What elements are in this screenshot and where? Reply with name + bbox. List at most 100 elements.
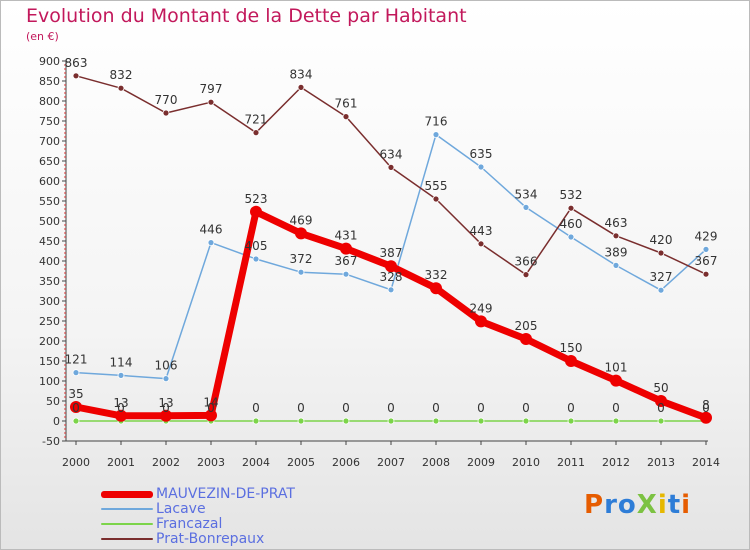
y-tick-label: 700 bbox=[39, 135, 60, 148]
data-label: 0 bbox=[702, 401, 710, 415]
data-label: 0 bbox=[252, 401, 260, 415]
data-label: 8 bbox=[702, 398, 710, 412]
y-tick-label: 200 bbox=[39, 335, 60, 348]
data-point bbox=[160, 409, 172, 422]
y-tick-label: 900 bbox=[39, 55, 60, 68]
legend-label: Lacave bbox=[156, 501, 206, 517]
y-tick-label: 500 bbox=[39, 215, 60, 228]
x-tick-label: 2003 bbox=[197, 456, 225, 469]
data-label: 249 bbox=[470, 301, 493, 315]
data-point bbox=[207, 98, 215, 106]
data-point bbox=[432, 417, 440, 425]
x-tick-label: 2000 bbox=[62, 456, 90, 469]
y-tick-label: 350 bbox=[39, 275, 60, 288]
y-tick-label: 600 bbox=[39, 175, 60, 188]
chart-title: Evolution du Montant de la Dette par Hab… bbox=[26, 5, 467, 27]
data-label: 0 bbox=[522, 401, 530, 415]
legend-item-prat-bonrepaux: Prat-Bonrepaux bbox=[101, 531, 264, 547]
legend-label: MAUVEZIN-DE-PRAT bbox=[156, 486, 295, 502]
data-point bbox=[610, 374, 622, 387]
data-label: 366 bbox=[515, 255, 538, 269]
data-point bbox=[522, 417, 530, 425]
legend-swatch bbox=[101, 508, 153, 510]
data-label: 0 bbox=[72, 401, 80, 415]
data-point bbox=[655, 395, 667, 407]
data-point bbox=[117, 371, 125, 379]
data-point bbox=[522, 271, 530, 279]
data-label: 770 bbox=[155, 93, 178, 107]
data-point bbox=[567, 417, 575, 425]
legend-item-francazal: Francazal bbox=[101, 516, 222, 532]
data-label: 761 bbox=[335, 97, 358, 111]
legend-swatch bbox=[101, 538, 153, 540]
data-point bbox=[477, 163, 485, 171]
data-label: 121 bbox=[65, 353, 88, 367]
data-point bbox=[387, 163, 395, 171]
data-point bbox=[72, 417, 80, 425]
logo-letter: i bbox=[657, 490, 668, 520]
legend-item-mauvezin: MAUVEZIN-DE-PRAT bbox=[101, 486, 295, 502]
data-point bbox=[250, 205, 262, 218]
data-label: 0 bbox=[432, 401, 440, 415]
data-point bbox=[700, 411, 712, 424]
data-point bbox=[115, 409, 127, 422]
logo-letter: i bbox=[681, 490, 692, 520]
x-tick-label: 2014 bbox=[692, 456, 720, 469]
data-label: 389 bbox=[605, 245, 628, 259]
x-tick-label: 2009 bbox=[467, 456, 495, 469]
data-point bbox=[297, 268, 305, 276]
data-point bbox=[70, 401, 82, 413]
chart-subtitle: (en €) bbox=[26, 30, 59, 43]
data-point bbox=[162, 109, 170, 117]
legend-label: Francazal bbox=[156, 516, 223, 532]
data-label: 635 bbox=[470, 147, 493, 161]
data-point bbox=[297, 84, 305, 91]
data-label: 0 bbox=[477, 401, 485, 415]
data-label: 367 bbox=[335, 254, 358, 268]
data-label: 372 bbox=[290, 252, 313, 266]
data-point bbox=[205, 409, 217, 422]
data-label: 832 bbox=[110, 68, 133, 82]
data-label: 13 bbox=[158, 396, 173, 410]
data-label: 0 bbox=[342, 401, 350, 415]
y-tick-label: 50 bbox=[46, 395, 60, 408]
data-point bbox=[430, 282, 442, 295]
x-tick-label: 2005 bbox=[287, 456, 315, 469]
data-label: 429 bbox=[695, 229, 718, 243]
x-tick-label: 2010 bbox=[512, 456, 540, 469]
data-label: 101 bbox=[605, 361, 628, 375]
data-point bbox=[702, 270, 710, 278]
data-point bbox=[387, 286, 395, 294]
data-label: 0 bbox=[117, 401, 125, 415]
data-label: 13 bbox=[113, 396, 128, 410]
y-tick-label: 650 bbox=[39, 155, 60, 168]
data-point bbox=[162, 375, 170, 383]
y-tick-label: 300 bbox=[39, 295, 60, 308]
legend-swatch bbox=[101, 523, 153, 525]
data-label: 532 bbox=[560, 188, 583, 202]
data-point bbox=[432, 131, 440, 139]
x-tick-label: 2006 bbox=[332, 456, 360, 469]
data-label: 367 bbox=[695, 254, 718, 268]
data-point bbox=[702, 245, 710, 253]
y-tick-label: 800 bbox=[39, 95, 60, 108]
y-tick-label: 0 bbox=[53, 415, 60, 428]
data-label: 834 bbox=[290, 67, 313, 81]
logo-letter: t bbox=[667, 490, 682, 520]
y-tick-label: -50 bbox=[42, 435, 60, 448]
x-tick-label: 2011 bbox=[557, 456, 585, 469]
data-point bbox=[297, 417, 305, 425]
data-point bbox=[385, 260, 397, 273]
legend-label: Prat-Bonrepaux bbox=[156, 531, 265, 547]
data-point bbox=[657, 249, 665, 257]
data-label: 797 bbox=[200, 82, 223, 96]
data-label: 405 bbox=[245, 239, 268, 253]
data-point bbox=[612, 232, 620, 240]
data-point bbox=[72, 72, 80, 80]
logo-letter: o bbox=[617, 490, 637, 520]
legend-swatch bbox=[101, 490, 153, 498]
legend-item-lacave: Lacave bbox=[101, 501, 206, 517]
data-point bbox=[475, 315, 487, 328]
data-label: 431 bbox=[335, 229, 358, 243]
y-tick-label: 750 bbox=[39, 115, 60, 128]
